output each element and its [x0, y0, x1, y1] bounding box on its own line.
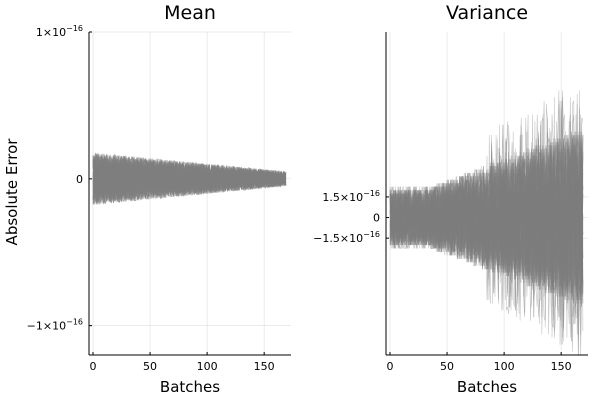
- variance-xtick-label-1: 50: [440, 360, 454, 373]
- variance-series-line: [389, 148, 583, 297]
- variance-series-line: [389, 138, 584, 294]
- variance-series-line: [389, 148, 584, 304]
- variance-series-line: [389, 138, 583, 297]
- mean-series-line: [92, 154, 287, 204]
- variance-series-line: [389, 135, 584, 294]
- variance-ytick-label-1: 0: [373, 212, 380, 225]
- variance-series-line: [389, 152, 584, 301]
- variance-series-line: [389, 100, 584, 342]
- variance-series-line: [389, 131, 584, 301]
- mean-xtick-label-2: 100: [197, 360, 218, 373]
- variance-series-line: [389, 135, 584, 297]
- mean-xtick-label-1: 50: [143, 360, 157, 373]
- variance-series-line: [389, 97, 584, 355]
- variance-series-line: [389, 100, 584, 355]
- variance-xtick-label-0: 0: [387, 360, 394, 373]
- mean-series-group: [92, 152, 287, 206]
- variance-title: Variance: [446, 2, 528, 24]
- variance-series-line: [389, 135, 584, 304]
- variance-series-line: [389, 135, 584, 297]
- variance-xlabel: Batches: [457, 378, 517, 396]
- variance-series-line: [389, 135, 584, 297]
- variance-series-line: [389, 131, 584, 304]
- mean-series-line: [92, 155, 287, 200]
- variance-series-line: [389, 152, 584, 290]
- variance-series-line: [389, 138, 584, 304]
- variance-series-line: [389, 135, 584, 301]
- variance-series-line: [389, 141, 584, 297]
- variance-series-line: [389, 152, 584, 294]
- variance-series-line: [389, 131, 584, 294]
- variance-series-line: [389, 141, 584, 297]
- variance-series-line: [389, 145, 584, 301]
- variance-series-line: [389, 135, 584, 290]
- variance-series-line: [389, 90, 584, 338]
- variance-series-line: [389, 135, 584, 301]
- mean-ytick-label-1: 0: [76, 173, 83, 186]
- variance-series-line: [389, 135, 584, 297]
- variance-series-line: [389, 131, 584, 297]
- variance-series-line: [389, 135, 584, 301]
- variance-series-line: [389, 145, 584, 297]
- mean-xtick-label-0: 0: [90, 360, 97, 373]
- mean-xtick-label-3: 150: [254, 360, 275, 373]
- variance-series-line: [389, 135, 584, 301]
- variance-series-line: [389, 135, 584, 297]
- variance-series-line: [389, 145, 584, 290]
- variance-series-line: [389, 141, 584, 294]
- mean-panel: Mean Batches Absolute Error 0 50 100 150 1×1…: [3, 2, 291, 396]
- variance-series-line: [389, 138, 584, 294]
- variance-series-line: [389, 141, 584, 294]
- mean-series-line: [92, 157, 287, 204]
- mean-ytick-label-0: 1×10−16: [36, 24, 83, 39]
- variance-series-line: [389, 135, 584, 307]
- mean-xlabel: Batches: [160, 378, 220, 396]
- variance-series-line: [389, 135, 584, 304]
- variance-series-line: [389, 131, 584, 290]
- variance-series-group: [389, 90, 584, 355]
- variance-ytick-label-0: 1.5×10−16: [322, 189, 380, 204]
- variance-series-line: [389, 90, 584, 355]
- variance-xtick-label-3: 150: [551, 360, 572, 373]
- variance-series-line: [389, 135, 584, 297]
- variance-series-line: [389, 100, 584, 345]
- variance-series-line: [389, 138, 584, 297]
- variance-series-line: [389, 138, 584, 294]
- variance-panel: Variance Batches 0 50 100 150 1.5×10−16 0 −1.5…: [313, 2, 588, 396]
- variance-xtick-label-2: 100: [494, 360, 515, 373]
- variance-series-line: [389, 138, 584, 304]
- variance-series-line: [389, 131, 584, 304]
- variance-series-line: [389, 135, 584, 297]
- variance-series-line: [390, 135, 584, 304]
- variance-ytick-label-2: −1.5×10−16: [313, 230, 380, 245]
- variance-series-line: [389, 131, 584, 297]
- variance-series-line: [389, 145, 584, 301]
- variance-series-line: [389, 148, 584, 294]
- variance-series-line: [389, 141, 584, 301]
- variance-series-line: [389, 141, 584, 287]
- variance-series-line: [390, 138, 584, 297]
- variance-series-line: [389, 138, 584, 304]
- variance-series-line: [390, 138, 583, 301]
- mean-title: Mean: [164, 2, 216, 24]
- variance-series-line: [389, 131, 584, 297]
- variance-series-line: [389, 131, 584, 304]
- mean-ytick-label-2: −1×10−16: [27, 318, 83, 333]
- mean-ylabel: Absolute Error: [3, 138, 21, 246]
- variance-series-line: [389, 90, 583, 328]
- variance-series-line: [389, 135, 584, 307]
